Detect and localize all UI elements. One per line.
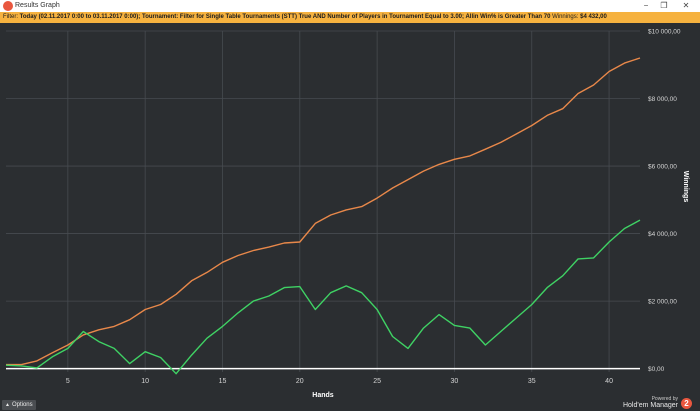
x-tick-label: 40: [605, 378, 613, 385]
x-tick-label: 20: [296, 378, 304, 385]
y-tick-label: $4 000,00: [648, 231, 677, 238]
x-tick-label: 30: [451, 378, 459, 385]
filter-label: Filter:: [3, 14, 18, 20]
close-button[interactable]: ✕: [682, 1, 690, 10]
y-tick-label: $6 000,00: [648, 164, 677, 171]
x-tick-label: 35: [528, 378, 536, 385]
footer-bar: ▲ Options Powered by Hold'em Manager 2: [0, 396, 700, 411]
options-label: Options: [11, 402, 33, 408]
x-tick-label: 10: [141, 378, 149, 385]
brand-badge-icon: 2: [681, 398, 692, 409]
title-bar: Results Graph − ❐ ✕: [0, 0, 700, 12]
app-logo-icon: [3, 1, 13, 11]
series-line-all-in-ev: [6, 57, 641, 366]
powered-by-label: Powered by: [651, 396, 678, 402]
x-tick-label: 25: [373, 378, 381, 385]
filter-bar: Filter: Today (02.11.2017 0:00 to 03.11.…: [0, 12, 700, 23]
y-tick-label: $8 000,00: [648, 96, 677, 103]
y-tick-label: $2 000,00: [648, 299, 677, 306]
brand-name: Hold'em Manager: [622, 402, 678, 409]
minimize-button[interactable]: −: [643, 1, 649, 10]
y-tick-label: $10 000,00: [648, 29, 681, 36]
restore-button[interactable]: ❐: [660, 1, 668, 10]
results-chart: 5 10 15 20 25 30 35 40 $0,00 $2 000,00 $4 000,00 $6…: [0, 23, 700, 397]
filter-text: Today (02.11.2017 0:00 to 03.11.2017 0:0…: [19, 14, 551, 20]
winnings-label: Winnings:: [552, 14, 579, 20]
options-button[interactable]: ▲ Options: [2, 400, 36, 410]
x-tick-label: 5: [66, 378, 70, 385]
y-axis-title: Winnings: [682, 171, 689, 203]
y-tick-label: $0,00: [648, 366, 665, 373]
x-tick-label: 15: [219, 378, 227, 385]
plot-background: [0, 23, 700, 397]
x-axis-title: Hands: [312, 392, 334, 397]
window-title: Results Graph: [15, 2, 60, 9]
series-line-net-won: [5, 219, 641, 375]
winnings-value: $4 432,00: [580, 14, 607, 20]
expand-arrow-icon: ▲: [5, 402, 10, 408]
